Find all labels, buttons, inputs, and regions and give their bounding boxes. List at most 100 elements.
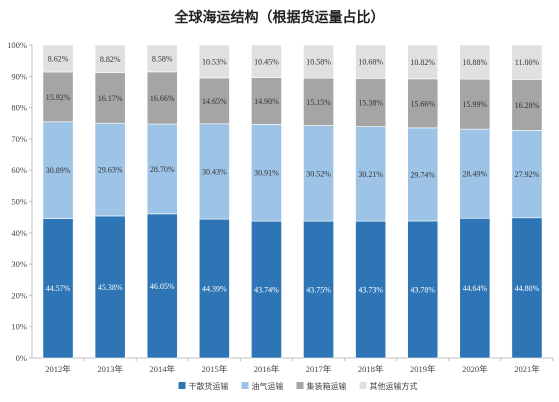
data-label: 30.89% — [46, 166, 71, 175]
data-label: 28.70% — [150, 165, 175, 174]
bar-segment — [198, 218, 230, 359]
bar-segment — [146, 44, 178, 73]
bar-segment — [198, 77, 230, 125]
data-label: 15.92% — [46, 93, 71, 102]
y-tick-label: 10% — [11, 322, 27, 332]
data-labels: 44.57% 30.89% 15.92% 8.62% 45.38% 29.63% 16.17… — [46, 54, 540, 294]
bar-segment — [355, 78, 387, 127]
data-label: 10.82% — [410, 58, 435, 67]
bar-segment — [42, 44, 74, 73]
x-tick-label: 2015年 — [202, 364, 228, 374]
bar-segment — [303, 44, 334, 79]
bar-segment — [251, 124, 282, 222]
y-tick-label: 30% — [11, 259, 27, 269]
legend-swatch — [178, 382, 186, 389]
x-tick-label: 2019年 — [410, 364, 436, 374]
bar-segment — [303, 220, 334, 359]
data-label: 30.43% — [202, 167, 227, 176]
y-tick-label: 20% — [11, 290, 27, 300]
data-label: 14.90% — [254, 97, 279, 106]
data-label: 10.68% — [358, 58, 383, 67]
legend-swatch — [241, 382, 249, 389]
data-label: 15.66% — [410, 99, 435, 108]
x-tick-label: 2016年 — [254, 364, 280, 374]
data-label: 30.21% — [358, 170, 383, 179]
y-tick-label: 40% — [11, 228, 27, 238]
y-tick-label: 100% — [7, 40, 27, 50]
data-label: 44.64% — [463, 284, 488, 293]
y-tick-label: 80% — [11, 103, 27, 113]
data-label: 44.57% — [46, 284, 71, 293]
data-label: 15.99% — [463, 100, 488, 109]
data-label: 27.92% — [515, 170, 540, 179]
data-label: 10.53% — [202, 57, 227, 66]
bar-segment — [94, 215, 126, 359]
bar-segment — [251, 77, 282, 125]
data-label: 11.00% — [515, 58, 540, 67]
data-label: 44.39% — [202, 285, 227, 294]
legend-label: 其他运输方式 — [370, 381, 418, 391]
bar-segment — [459, 128, 491, 219]
x-tick-label: 2020年 — [462, 364, 488, 374]
y-tick-label: 90% — [11, 71, 27, 81]
data-label: 43.78% — [410, 285, 435, 294]
bar-segment — [459, 217, 491, 359]
x-tick-label: 2018年 — [358, 364, 384, 374]
bar-segment — [303, 125, 334, 222]
data-label: 8.82% — [100, 55, 121, 64]
bar-segment — [407, 127, 439, 222]
x-tick-label: 2021年 — [514, 364, 540, 374]
bar-segment — [355, 44, 387, 79]
x-tick-label: 2013年 — [97, 364, 123, 374]
x-tick-label: 2014年 — [149, 364, 175, 374]
bar-segment — [251, 44, 282, 79]
data-label: 30.52% — [306, 169, 331, 178]
data-label: 46.05% — [150, 282, 175, 291]
legend-swatch — [296, 382, 304, 389]
legend-label: 油气运输 — [252, 381, 284, 391]
y-tick-label: 50% — [11, 197, 27, 207]
bar-segment — [146, 213, 178, 359]
data-label: 8.58% — [152, 54, 173, 63]
bar-segment — [511, 44, 543, 80]
bar-segment — [146, 71, 178, 125]
data-label: 43.75% — [306, 286, 331, 295]
bar-segment — [459, 44, 491, 80]
bar-segment — [146, 123, 178, 215]
data-label: 45.38% — [98, 283, 123, 292]
bar-segment — [407, 78, 439, 129]
y-tick-label: 70% — [11, 134, 27, 144]
data-label: 43.74% — [254, 286, 279, 295]
data-label: 8.62% — [48, 54, 69, 63]
data-label: 15.38% — [358, 98, 383, 107]
bar-segment — [94, 72, 126, 124]
bar-segment — [407, 220, 439, 359]
data-label: 28.49% — [463, 170, 488, 179]
data-label: 29.74% — [410, 170, 435, 179]
chart-title: 全球海运结构（根据货运量占比） — [174, 9, 385, 26]
y-tick-label: 0% — [16, 353, 27, 363]
data-label: 16.28% — [515, 101, 540, 110]
bar-segment — [42, 121, 74, 219]
legend: 干散货运输 油气运输 集装箱运输 其他运输方式 — [178, 381, 418, 391]
legend-label: 集装箱运输 — [307, 381, 347, 391]
data-label: 10.45% — [254, 57, 279, 66]
bars — [42, 44, 543, 359]
y-tick-label: 60% — [11, 165, 27, 175]
bar-segment — [511, 79, 543, 131]
data-label: 10.88% — [463, 58, 488, 67]
bar-segment — [459, 78, 491, 130]
bar-segment — [407, 44, 439, 80]
x-tick-label: 2012年 — [45, 364, 71, 374]
bar-segment — [511, 130, 543, 219]
data-label: 14.65% — [202, 97, 227, 106]
data-label: 30.91% — [254, 169, 279, 178]
data-label: 16.17% — [98, 94, 123, 103]
data-label: 44.80% — [515, 284, 540, 293]
x-tick-label: 2017年 — [306, 364, 332, 374]
data-label: 10.58% — [306, 58, 331, 67]
data-label: 29.63% — [98, 166, 123, 175]
bar-segment — [198, 123, 230, 220]
legend-label: 干散货运输 — [189, 381, 229, 391]
